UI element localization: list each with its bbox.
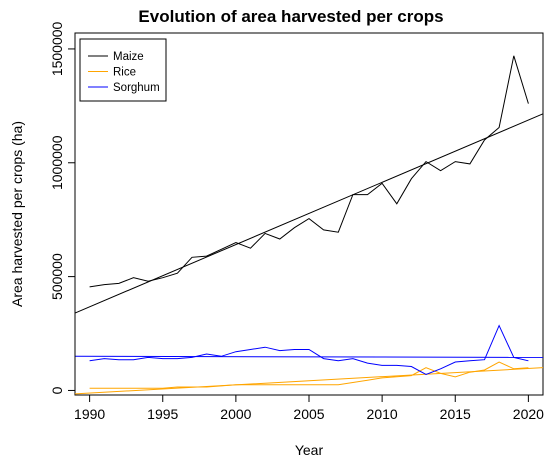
- x-tick-label: 2000: [220, 406, 251, 422]
- x-tick-label: 1990: [74, 406, 105, 422]
- legend-label-sorghum: Sorghum: [113, 82, 160, 94]
- legend-label-maize: Maize: [113, 51, 144, 63]
- x-tick-label: 2010: [367, 406, 398, 422]
- trend-line-maize: [74, 113, 544, 314]
- series-rice: [74, 361, 544, 395]
- legend-box: [79, 38, 167, 102]
- trend-line-rice: [74, 367, 544, 395]
- x-tick-label: 1995: [147, 406, 178, 422]
- y-tick-label: 500000: [49, 253, 65, 300]
- x-tick-label: 2020: [513, 406, 544, 422]
- y-axis: 0 500000 1000000 1500000: [49, 21, 76, 394]
- series-line-rice: [89, 361, 529, 389]
- x-tick-label: 2005: [293, 406, 324, 422]
- series-maize: [74, 55, 544, 314]
- series-sorghum: [74, 324, 544, 376]
- x-axis: 1990 1995 2000 2005 2010 2015 2020: [74, 394, 544, 422]
- chart-title: Evolution of area harvested per crops: [138, 7, 443, 26]
- y-tick-label: 1500000: [49, 21, 65, 76]
- y-tick-label: 1000000: [49, 135, 65, 190]
- series-line-maize: [89, 55, 529, 288]
- series-line-sorghum: [89, 324, 529, 376]
- y-axis-title: Area harvested per crops (ha): [9, 121, 25, 307]
- x-tick-label: 2015: [440, 406, 471, 422]
- trend-line-sorghum: [74, 355, 544, 358]
- plot-layer: [74, 55, 544, 395]
- legend: Maize Rice Sorghum: [79, 38, 167, 102]
- x-axis-title: Year: [295, 442, 324, 458]
- legend-label-rice: Rice: [113, 67, 136, 79]
- y-tick-label: 0: [49, 386, 65, 394]
